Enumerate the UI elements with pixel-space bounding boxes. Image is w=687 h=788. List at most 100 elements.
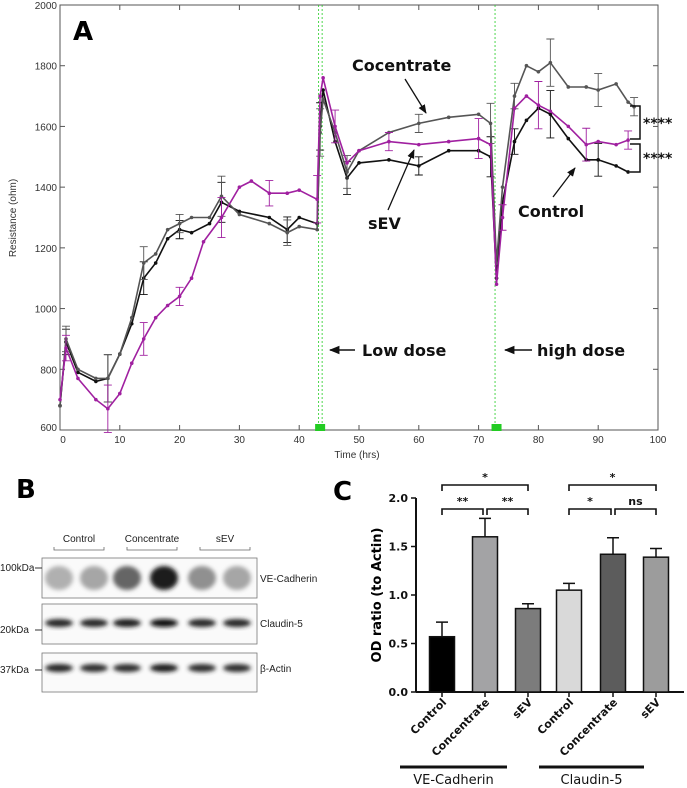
bar xyxy=(428,635,456,693)
event-label-low-dose: Low dose xyxy=(362,341,447,360)
arrow-concentrate xyxy=(404,78,427,114)
blot-group-label: sEV xyxy=(216,534,235,545)
y-axis-label: Resistance (ohm) xyxy=(8,179,19,257)
x-tick-label: 50 xyxy=(353,435,365,446)
error-bar-sev xyxy=(103,384,112,433)
error-bar-sev xyxy=(313,175,322,224)
data-point-sev xyxy=(596,139,600,144)
blot-band xyxy=(45,619,73,627)
blot-band xyxy=(80,664,108,672)
data-point-sev xyxy=(165,303,170,308)
blot-group-bracket xyxy=(53,547,105,551)
y-tick-label: 2000 xyxy=(35,1,58,12)
data-point-sev xyxy=(321,76,325,80)
blot-band xyxy=(188,664,216,672)
data-point-cocentrate xyxy=(315,227,319,232)
annotation-sev: sEV xyxy=(368,214,401,233)
data-point-control xyxy=(76,370,80,375)
annotation-concentrate: Cocentrate xyxy=(352,56,451,75)
data-point-sev xyxy=(548,109,553,114)
annotation-control: Control xyxy=(518,202,584,221)
data-point-cocentrate xyxy=(207,215,212,220)
x-axis-label: Time (hrs) xyxy=(334,450,379,461)
significance-bracket xyxy=(568,508,612,515)
data-point-sev xyxy=(189,276,194,281)
significance-label: ** xyxy=(502,495,514,508)
data-point-sev xyxy=(58,397,62,402)
error-bar-sev xyxy=(624,130,633,150)
error-bar-sev xyxy=(217,197,226,238)
panel-c: C OD ratio (to Actin) 0.0 0.5 1.0 1.5 2.0 Con… xyxy=(333,471,684,788)
blot-band xyxy=(223,664,251,672)
x-tick-label: 80 xyxy=(533,435,545,446)
panel-b: B Control Concentrate sEV 100kDa VE-Cadherin… xyxy=(0,475,317,693)
data-point-cocentrate xyxy=(153,252,158,256)
data-point-control xyxy=(626,170,630,174)
data-point-cocentrate xyxy=(536,69,541,74)
significance-label: ns xyxy=(628,495,643,508)
arrow-control xyxy=(552,167,576,198)
error-bar-sev xyxy=(474,118,483,160)
blot-group-label: Concentrate xyxy=(125,534,180,545)
error-bar xyxy=(522,602,534,609)
data-point-cocentrate xyxy=(476,112,481,117)
y-tick-label: 0.0 xyxy=(389,686,409,699)
error-bar xyxy=(650,547,662,558)
data-point-cocentrate xyxy=(524,63,529,68)
y-axis-label-c: OD ratio (to Actin) xyxy=(370,528,385,663)
error-bar xyxy=(563,582,575,591)
data-point-sev xyxy=(566,124,571,129)
data-point-cocentrate xyxy=(500,185,505,189)
data-point-control xyxy=(207,221,212,226)
data-point-cocentrate xyxy=(189,215,194,220)
significance-label-2: **** xyxy=(643,151,673,167)
data-point-sev xyxy=(488,142,493,147)
data-point-cocentrate xyxy=(58,403,62,408)
error-bar xyxy=(479,517,491,537)
significance-bracket-2 xyxy=(630,143,641,173)
significance-bracket xyxy=(568,484,657,491)
error-bar-sev xyxy=(61,334,70,362)
data-point-sev xyxy=(318,94,322,98)
y-tick-label: 800 xyxy=(40,365,57,376)
x-tick-label: Control xyxy=(535,696,576,737)
blot-band xyxy=(113,664,141,672)
blot-band xyxy=(188,619,216,627)
data-point-sev xyxy=(345,161,349,165)
data-point-cocentrate xyxy=(129,315,134,320)
significance-label: * xyxy=(610,471,616,484)
error-bar xyxy=(436,621,448,637)
blot-group-bracket xyxy=(126,547,178,551)
error-bar-sev xyxy=(498,204,507,231)
blot-band xyxy=(45,566,73,590)
blot-membrane xyxy=(41,557,258,599)
blot-protein-label: Claudin-5 xyxy=(260,619,303,630)
error-bar-control xyxy=(594,142,603,177)
x-tick-label: sEV xyxy=(638,696,663,721)
blot-band xyxy=(80,566,108,590)
blot-marker-label: 20kDa xyxy=(0,625,29,636)
significance-label: ** xyxy=(457,495,469,508)
y-tick-label: 1.5 xyxy=(389,541,409,554)
bar xyxy=(599,553,627,693)
error-bar-sev xyxy=(582,127,591,162)
blot-band xyxy=(45,664,73,672)
data-point-cocentrate xyxy=(566,85,571,89)
y-tick-label: 1000 xyxy=(35,305,58,316)
y-tick-label: 1200 xyxy=(35,244,58,255)
data-point-cocentrate xyxy=(321,97,325,101)
data-point-sev xyxy=(357,148,361,153)
data-point-sev xyxy=(512,106,517,111)
data-point-cocentrate xyxy=(626,100,630,104)
blot-marker-label: 37kDa xyxy=(0,665,29,676)
error-bar-sev xyxy=(384,132,393,152)
event-marker xyxy=(315,424,326,431)
x-tick-label: 20 xyxy=(174,435,186,446)
error-bar-control xyxy=(414,156,423,176)
data-point-cocentrate xyxy=(76,367,80,372)
data-point-sev xyxy=(94,397,98,402)
blot-protein-label: VE-Cadherin xyxy=(260,574,317,585)
bar xyxy=(471,536,499,693)
x-tick-label: 40 xyxy=(294,435,306,446)
significance-bracket xyxy=(614,508,657,515)
